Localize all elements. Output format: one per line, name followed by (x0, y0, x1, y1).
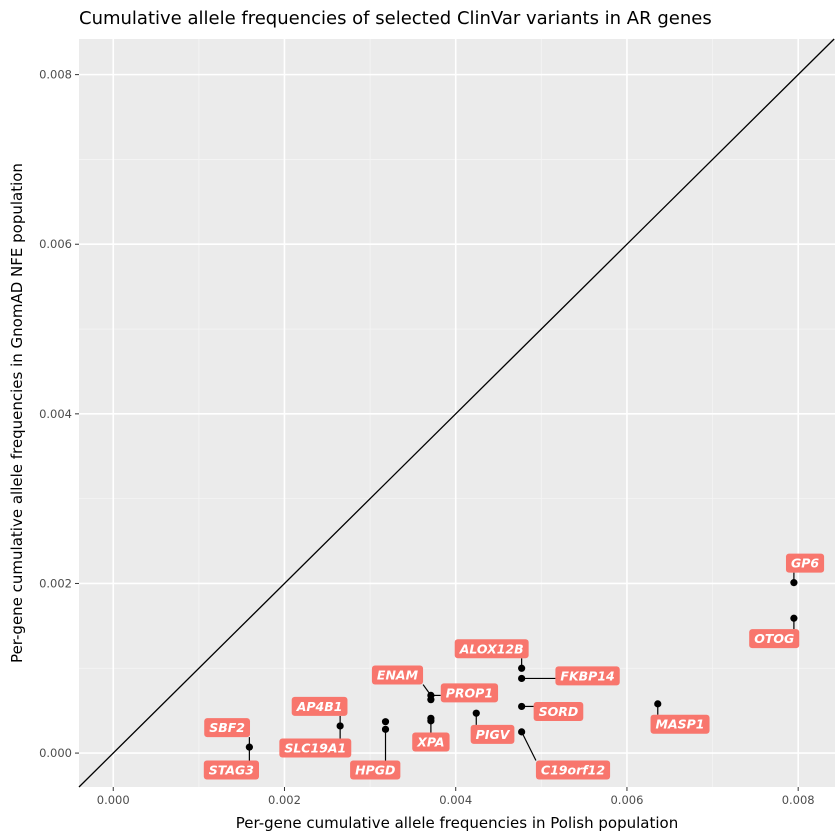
gene-label-text: ALOX12B (459, 641, 524, 656)
gene-label-box (535, 760, 611, 780)
gene-label-box (291, 696, 348, 716)
gene-label: FKBP14 (555, 666, 620, 686)
gene-label-box (440, 683, 499, 703)
reference-line-group (78, 38, 835, 788)
gene-label-box (350, 760, 401, 780)
gene-label-text: MASP1 (656, 717, 705, 732)
gene-label-text: SBF2 (209, 720, 245, 735)
gene-label-box (470, 724, 515, 744)
data-point (381, 718, 390, 726)
gene-label-text: AP4B1 (296, 699, 343, 714)
data-point (790, 579, 798, 587)
gene-label: HPGD (350, 760, 401, 780)
data-points (245, 579, 798, 751)
data-point (472, 709, 480, 717)
gene-label-box (533, 702, 584, 722)
gene-label: XPA (412, 732, 450, 752)
gene-label-text: XPA (416, 735, 444, 750)
y-axis-ticks: 0.000 0.002 0.004 0.006 0.008 (39, 68, 79, 760)
gene-label: SBF2 (204, 718, 251, 738)
gene-label: PROP1 (440, 683, 499, 703)
gene-label-text: SLC19A1 (284, 740, 346, 755)
data-point (245, 743, 253, 751)
x-tick-label: 0.002 (268, 793, 301, 807)
gene-label-text: OTOG (754, 631, 794, 646)
gene-label-box (650, 714, 710, 734)
gene-label: AP4B1 (291, 696, 348, 716)
x-tick-label: 0.004 (439, 793, 472, 807)
gene-label-box (279, 738, 352, 758)
data-point (654, 700, 662, 708)
gene-label: OTOG (749, 629, 800, 649)
gene-label: ALOX12B (454, 639, 529, 659)
gene-label-box (203, 760, 260, 780)
data-point (427, 717, 435, 725)
y-tick-label: 0.006 (39, 237, 72, 251)
chart-title: Cumulative allele frequencies of selecte… (79, 8, 712, 29)
reference-line (78, 38, 835, 788)
gene-label: GP6 (785, 553, 825, 573)
data-point (518, 664, 526, 672)
y-tick-label: 0.000 (39, 746, 72, 760)
data-point (336, 722, 344, 730)
gene-label-box (785, 553, 825, 573)
x-tick-label: 0.000 (97, 793, 130, 807)
y-tick-label: 0.004 (39, 407, 72, 421)
gene-label-text: ENAM (377, 668, 419, 683)
gene-label: ENAM (371, 665, 424, 685)
gene-label-text: STAG3 (209, 763, 254, 778)
gene-label-text: PIGV (476, 727, 511, 742)
label-connector (521, 731, 537, 761)
data-point (518, 674, 526, 683)
gene-label-text: C19orf12 (541, 763, 605, 778)
gene-label-box (454, 639, 529, 659)
gene-label-text: PROP1 (446, 685, 493, 700)
gene-label-text: FKBP14 (560, 668, 614, 683)
y-axis-title: Per-gene cumulative allele frequencies i… (8, 163, 26, 663)
gene-label-box (204, 718, 251, 738)
gene-label-text: HPGD (355, 763, 395, 778)
gene-label-box (555, 666, 620, 686)
data-point (518, 728, 526, 736)
gene-label: C19orf12 (535, 760, 611, 780)
data-point (427, 696, 435, 704)
gene-label: SORD (533, 702, 584, 722)
x-axis-title: Per-gene cumulative allele frequencies i… (236, 814, 678, 832)
gene-label: MASP1 (650, 714, 710, 734)
gene-labels: SBF2 STAG3 AP4B1 SLC19A1 HPGD ENAM PROP1 XPA PIG… (203, 553, 825, 780)
data-point (518, 702, 526, 711)
data-point (381, 725, 390, 733)
y-tick-label: 0.002 (39, 576, 72, 590)
x-tick-label: 0.008 (782, 793, 815, 807)
x-axis-ticks: 0.000 0.002 0.004 0.006 0.008 (97, 787, 815, 807)
gene-label: STAG3 (203, 760, 260, 780)
x-tick-label: 0.006 (610, 793, 643, 807)
data-point (790, 614, 798, 622)
gene-label: PIGV (470, 724, 515, 744)
gene-label-box (412, 732, 450, 752)
gene-label-box (749, 629, 800, 649)
gene-label-text: SORD (539, 704, 579, 719)
gene-label: SLC19A1 (279, 738, 352, 758)
y-tick-label: 0.008 (39, 68, 72, 82)
gene-label-text: GP6 (791, 556, 819, 571)
gene-label-box (371, 665, 424, 685)
